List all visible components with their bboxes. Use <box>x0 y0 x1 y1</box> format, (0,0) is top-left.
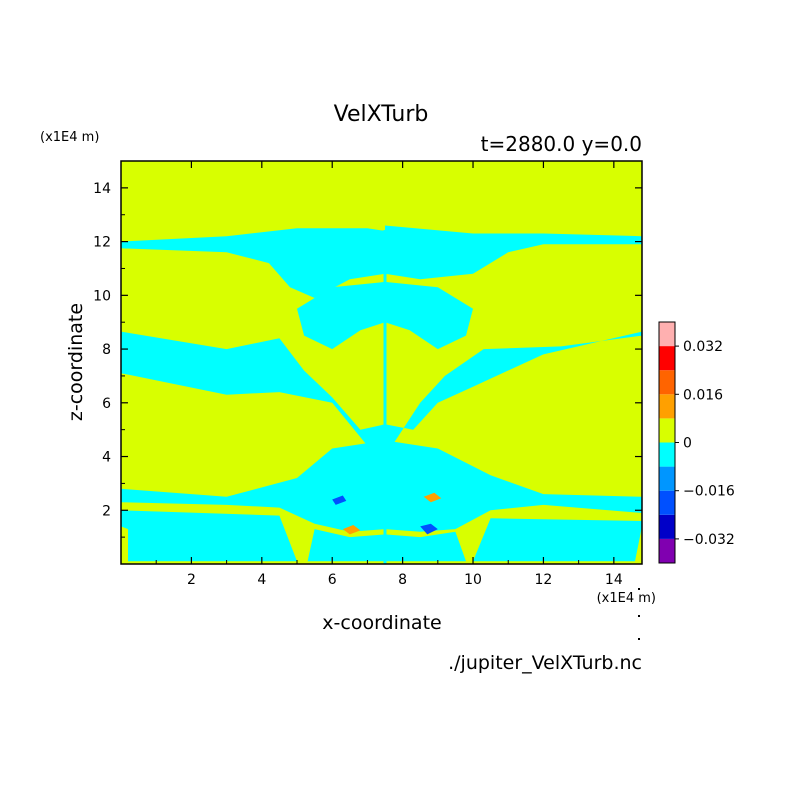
x-tick-label: 4 <box>257 572 266 588</box>
x-tick-label: 12 <box>535 572 553 588</box>
x-axis-label: x-coordinate <box>322 612 441 634</box>
y-tick-label: 6 <box>102 396 111 412</box>
contour-region-3 <box>385 331 642 457</box>
contour-regions <box>121 225 642 562</box>
x-tick-label: 14 <box>605 572 623 588</box>
colorbar-swatch-4 <box>659 442 675 467</box>
x-tick-label: 8 <box>398 572 407 588</box>
colorbar-swatch-1 <box>659 514 675 539</box>
y-tick-label: 10 <box>93 288 111 304</box>
contour-region-5 <box>121 440 642 532</box>
colorbar-swatch-7 <box>659 370 675 395</box>
colorbar: 0.032 0.016 0 −0.016 −0.032 <box>658 321 735 564</box>
y-tick-label: 12 <box>93 235 111 251</box>
x-axis: 2 4 6 8 10 12 14 <box>155 161 623 588</box>
y-tick-label: 8 <box>102 342 111 358</box>
y-axis-label: z-coordinate <box>65 303 87 421</box>
x-tick-label: 10 <box>464 572 482 588</box>
colorbar-swatch-8 <box>659 346 675 371</box>
y-tick-label: 14 <box>93 181 111 197</box>
contour-region-12 <box>423 492 442 503</box>
contour-region-6 <box>121 510 297 562</box>
z-units-label: (x1E4 m) <box>40 130 99 145</box>
contour-region-9 <box>342 525 361 535</box>
colorbar-tick-label: 0 <box>683 436 692 452</box>
x-units-label: (x1E4 m) <box>597 591 656 606</box>
y-axis: 2 4 6 8 10 12 14 <box>93 181 642 538</box>
colorbar-swatch-9 <box>659 322 675 347</box>
colorbar-tick-label: −0.032 <box>683 532 735 548</box>
colorbar-swatch-0 <box>659 538 675 563</box>
plot-frame <box>120 160 643 565</box>
chart-title: VelXTurb <box>334 102 429 127</box>
colorbar-swatch-3 <box>659 466 675 491</box>
colorbar-swatch-2 <box>659 490 675 515</box>
plot-area <box>120 160 643 565</box>
contour-region-11 <box>332 495 347 505</box>
x-tick-label: 6 <box>328 572 337 588</box>
y-tick-label: 4 <box>102 450 111 466</box>
corner-marks <box>638 588 640 640</box>
x-tick-label: 2 <box>187 572 196 588</box>
contour-region-1 <box>385 225 642 280</box>
chart-subtitle: t=2880.0 y=0.0 <box>481 132 642 156</box>
y-tick-label: 2 <box>102 503 111 519</box>
contour-region-2 <box>121 331 385 457</box>
colorbar-tick-label: 0.016 <box>683 387 723 403</box>
contour-region-7 <box>473 518 642 562</box>
contour-region-0 <box>121 228 385 298</box>
filename-label: ./jupiter_VelXTurb.nc <box>448 652 642 674</box>
colorbar-tick-label: 0.032 <box>683 339 723 355</box>
contour-region-8 <box>307 529 466 562</box>
colorbar-swatch-5 <box>659 418 675 443</box>
colorbar-swatch-6 <box>659 394 675 419</box>
colorbar-tick-label: −0.016 <box>683 484 735 500</box>
contour-region-10 <box>420 523 438 535</box>
